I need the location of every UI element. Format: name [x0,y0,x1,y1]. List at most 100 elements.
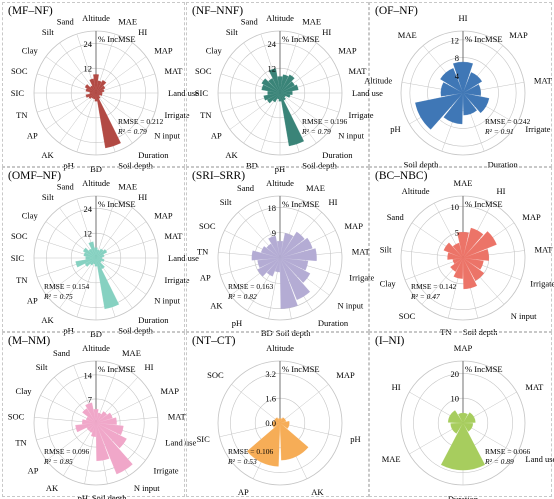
rmse-label: RMSE = 0.196 [302,117,348,126]
bar-soc [450,257,464,272]
bar-mat [462,249,489,261]
polar-chart: 5 10 % IncMSE MAE HI MAP MAT Irrigate N input Soi… [380,178,554,337]
category-label-sand: Sand [241,17,259,27]
category-label-ap: AP [200,273,211,283]
r2-label: R² = 0.79 [117,127,147,136]
category-label-map: MAP [154,211,173,221]
r2-label: R² = 0.85 [43,457,73,466]
bar-hi [95,248,104,259]
category-label-ph: pH [350,434,360,444]
unit-label: % IncMSE [282,34,320,44]
category-label-hi: HI [138,27,147,37]
spoke-line [59,92,97,144]
chart-title: (OF–NF) [375,5,418,17]
bar-land-use [95,91,103,95]
category-label-land-use: Land use [165,438,196,448]
bar-silt [82,408,97,424]
rmse-label: RMSE = 0.096 [44,447,90,456]
category-label-duration: Duration [488,160,519,170]
category-label-mae: MAE [382,454,401,464]
bar-ap [88,92,97,99]
category-label-mae: MAE [122,348,141,358]
category-label-altitude: Altitude [266,178,294,188]
polar-chart: 10 20 % IncMSE MAP MAT Land use Duration MAE HI R… [382,343,554,499]
radial-tick-label: 12 [451,35,460,45]
chart-panel-9: (I–NI) 10 20 % IncMSE MAP MAT Land use Duration… [369,332,554,499]
category-label-mae: MAE [454,178,473,188]
rmse-label: RMSE = 0.163 [228,282,274,291]
bar-clay [82,247,97,259]
rmse-label: RMSE = 0.212 [118,117,164,126]
rmse-label: RMSE = 0.242 [485,117,531,126]
bar-tn [75,422,97,433]
category-label-mat: MAT [165,231,184,241]
category-label-map: MAP [161,386,180,396]
unit-label: % IncMSE [465,34,503,44]
category-label-silt: Silt [42,192,54,202]
chart-title: (BC–NBC) [375,170,428,182]
bar-soil-depth [443,92,464,125]
bar-duration [279,92,286,101]
category-label-ak: AK [225,150,238,160]
category-label-sand: Sand [57,17,75,27]
bar-duration [440,422,486,471]
category-label-ap: AP [28,465,39,475]
category-label-mat: MAT [165,66,184,76]
bar-bd [274,257,281,273]
category-label-duration: Duration [322,150,353,160]
category-label-mae: MAE [306,183,325,193]
category-label-map: MAP [338,46,357,56]
bar-sand [268,235,281,259]
bar-ph [91,422,97,437]
bar-mae [440,68,464,94]
spoke-line [95,257,147,295]
category-label-ph: pH [63,326,73,336]
category-label-sic: SIC [11,253,25,263]
category-label-map: MAP [454,343,473,353]
category-label-mat: MAT [525,382,544,392]
radial-tick-label: 3.2 [265,369,276,379]
category-label-altitude: Altitude [266,343,294,353]
category-label-map: MAP [522,212,541,222]
bar-mat [95,254,105,259]
radial-tick-label: 12 [268,64,277,74]
bar-mae [450,422,464,434]
radial-tick-label: 12 [84,64,93,74]
category-label-land-use: Land use [168,88,199,98]
category-label-soil-depth: Soil depth [463,327,498,337]
bar-map [279,237,313,259]
spoke-line [95,92,156,113]
unit-label: % IncMSE [465,199,503,209]
bar-ap [84,257,97,267]
chart-panel-1: (MF–NF) 12 24 % IncMSE Altitude MAE HI MAP MAT La… [2,2,199,174]
r2-label: R² = 0.79 [301,127,331,136]
category-label-ak: AK [41,315,54,325]
category-label-ap: AP [238,487,249,497]
r2-label: R² = 0.53 [227,457,257,466]
category-label-duration: Duration [318,318,349,328]
spoke-line [76,257,97,318]
category-label-soil-depth: Soil depth [302,161,337,171]
bar-mat [95,417,117,425]
bar-ak [90,257,97,266]
category-label-bd: BD [90,164,102,174]
category-label-soc: SOC [8,411,25,421]
category-label-clay: Clay [22,211,39,221]
spoke-line [95,92,133,144]
bar-tn [263,92,281,101]
bar-altitude [93,409,99,424]
bar-mat [462,412,476,424]
spoke-line [95,238,156,259]
rmse-label: RMSE = 0.066 [485,447,531,456]
r2-label: R² = 0.82 [227,292,257,301]
bar-map [95,249,108,259]
bar-map [95,85,106,94]
category-label-mat: MAT [349,66,368,76]
bar-altitude [277,76,283,94]
bar-sand [89,78,97,94]
category-label-ap: AP [27,295,38,305]
bar-soil-depth [279,92,304,147]
bar-soc [85,88,97,94]
bar-clay [452,257,464,264]
